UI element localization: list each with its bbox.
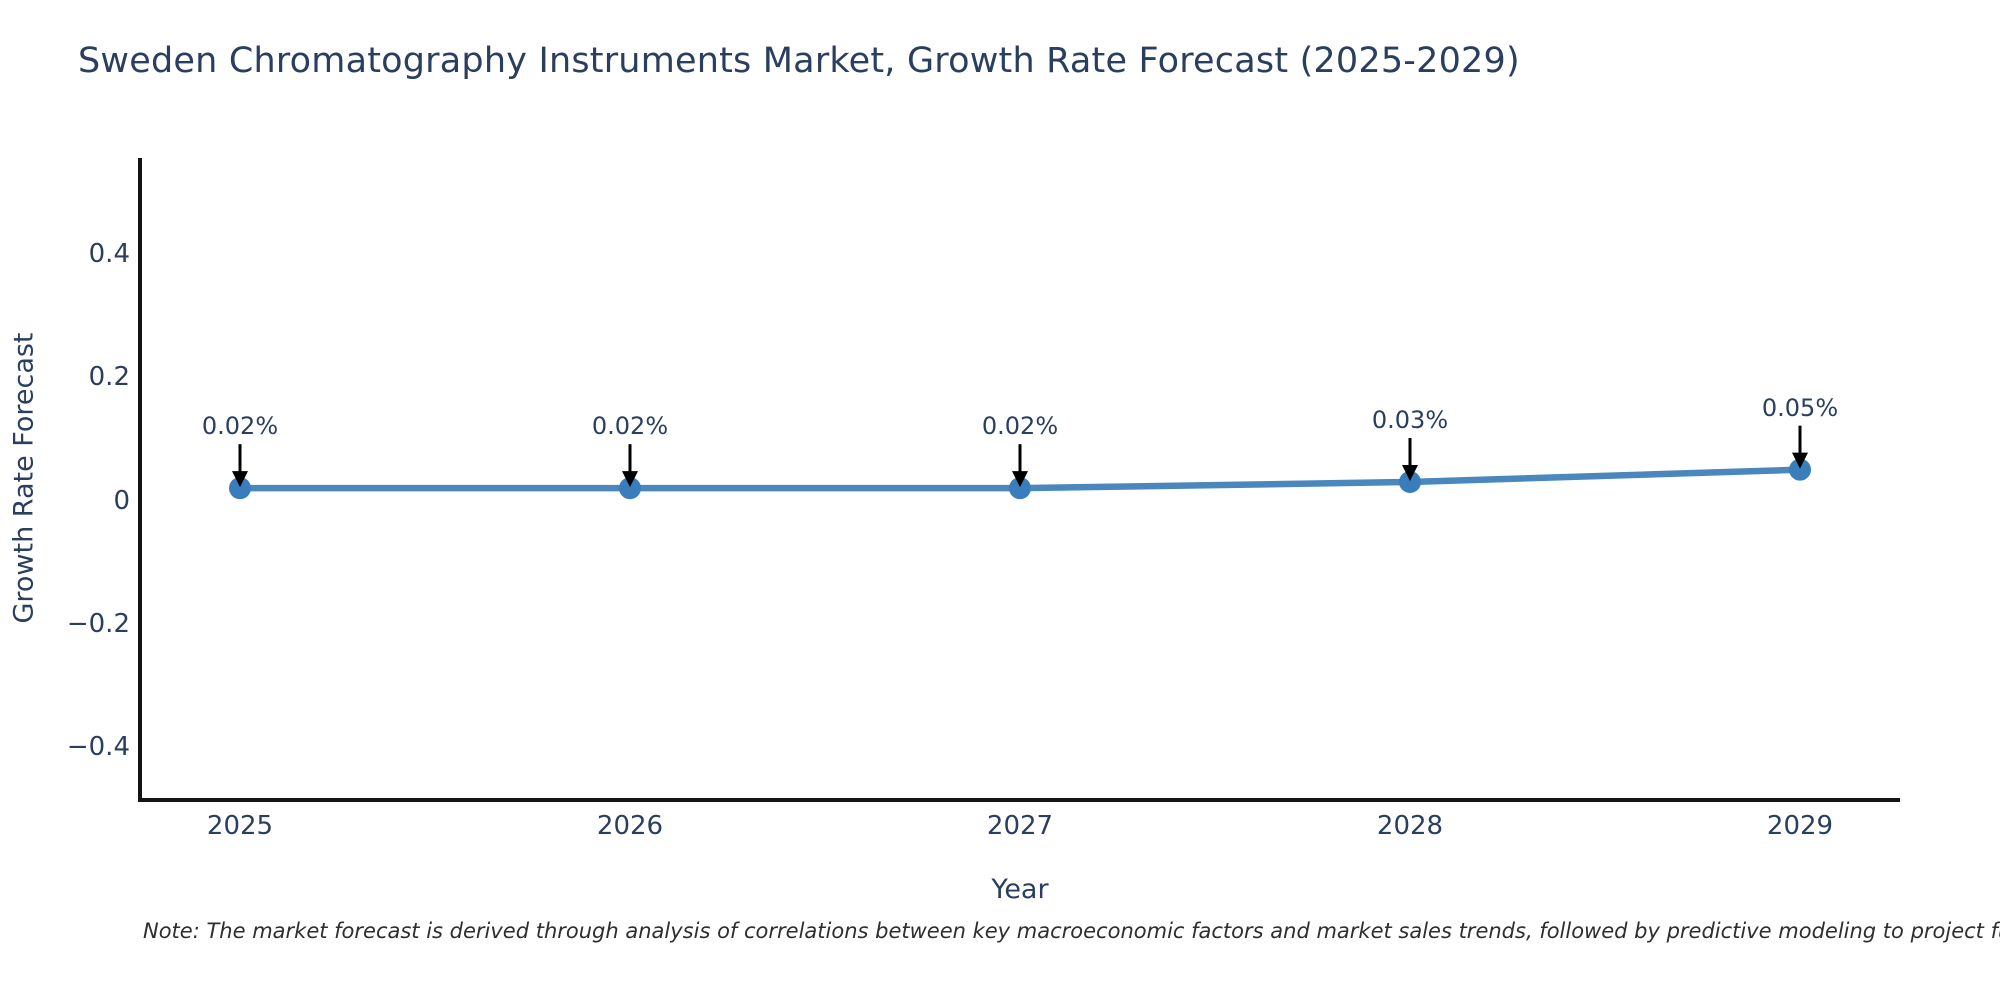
x-tick-label: 2026 — [596, 811, 664, 841]
data-point-marker — [1399, 470, 1421, 493]
x-tick-label: 2027 — [986, 811, 1054, 841]
x-tick-label: 2025 — [206, 811, 274, 841]
annotation-arrow-head — [1792, 452, 1808, 469]
data-point-marker — [1009, 477, 1031, 500]
point-value-label: 0.05% — [1761, 393, 1839, 422]
data-point-marker — [619, 477, 641, 500]
x-axis-title: Year — [991, 874, 1049, 905]
y-tick-label: 0.4 — [88, 238, 130, 269]
data-point-marker — [229, 477, 251, 500]
annotation-arrow-head — [1012, 471, 1028, 488]
point-value-label: 0.03% — [1371, 405, 1449, 434]
annotation-arrow-head — [622, 471, 638, 488]
x-tick-label: 2029 — [1766, 811, 1834, 841]
data-point-marker — [1789, 458, 1811, 481]
point-value-label: 0.02% — [981, 412, 1059, 441]
y-tick-label: 0.2 — [88, 362, 130, 393]
point-value-label: 0.02% — [591, 412, 669, 441]
y-tick-label: −0.2 — [66, 608, 130, 639]
y-tick-label: −0.4 — [66, 732, 130, 763]
annotation-arrow-head — [232, 471, 248, 488]
point-value-label: 0.02% — [201, 412, 279, 441]
x-tick-label: 2028 — [1376, 811, 1444, 841]
y-tick-label: 0 — [113, 485, 130, 516]
chart-title: Sweden Chromatography Instruments Market… — [78, 41, 1520, 81]
footnote: Note: The market forecast is derived thr… — [143, 919, 2000, 943]
annotation-arrow-head — [1402, 464, 1418, 481]
